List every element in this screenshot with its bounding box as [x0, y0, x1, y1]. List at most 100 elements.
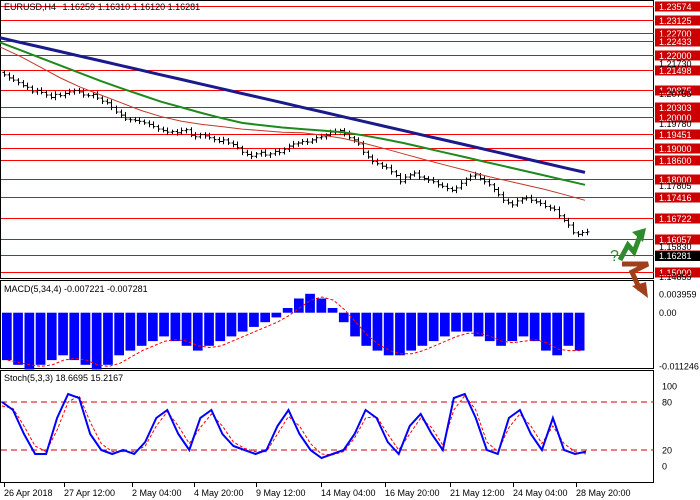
macd-bar: [192, 312, 203, 351]
price-axis-label: 1.21730: [659, 59, 692, 69]
price-tag: [655, 36, 700, 47]
macd-bar: [294, 298, 304, 313]
macd-axis-label: 0.003959: [659, 290, 697, 300]
time-label: 24 May 04:00: [513, 488, 568, 498]
macd-bar: [58, 312, 68, 356]
macd-bar: [552, 312, 562, 356]
price-tag: [655, 1, 700, 12]
price-tag-label: 1.16722: [659, 214, 692, 224]
arrow-up-head-icon: [632, 228, 646, 242]
time-axis: 26 Apr 2018 27 Apr 12:00 2 May 04:00 4 May …: [4, 483, 631, 498]
price-bars: [2, 70, 590, 238]
macd-bar: [383, 312, 394, 356]
time-label: 28 May 20:00: [576, 488, 631, 498]
price-tag-label: 1.16057: [659, 235, 692, 245]
price-tag: [655, 50, 700, 61]
macd-bar: [91, 312, 102, 370]
price-tag-label: 1.22700: [659, 29, 692, 39]
macd-bar: [484, 312, 495, 342]
macd-bar: [496, 312, 506, 346]
price-tag-label: 1.20303: [659, 103, 692, 113]
macd-bar: [440, 312, 450, 337]
price-tag: [655, 143, 700, 154]
macd-bar: [350, 312, 360, 337]
macd-bar: [103, 312, 113, 365]
price-tag: [655, 15, 700, 26]
time-label: 21 May 12:00: [450, 488, 505, 498]
price-axis-label: 1.19780: [659, 119, 692, 129]
macd-bar: [159, 312, 169, 337]
macd-bar: [80, 312, 91, 365]
price-tag-label: 1.18000: [659, 175, 692, 185]
macd-bar: [541, 312, 551, 351]
macd-bar: [170, 312, 181, 342]
macd-bar: [473, 312, 484, 337]
price-tag: [655, 28, 700, 39]
macd-bar: [260, 312, 270, 323]
stoch-panel-frame: [0, 370, 654, 483]
time-label: 14 May 04:00: [321, 488, 376, 498]
price-tag-label: 1.20875: [659, 86, 692, 96]
price-tag: [655, 129, 700, 140]
macd-bar: [338, 312, 349, 323]
time-label: 4 May 20:00: [194, 488, 244, 498]
macd-bar: [181, 312, 192, 346]
macd-bar: [114, 312, 124, 356]
stoch-axis-label: 100: [662, 382, 677, 392]
macd-bar: [24, 312, 35, 370]
time-label: 26 Apr 2018: [4, 488, 53, 498]
macd-bar: [428, 312, 439, 342]
macd-bar: [249, 312, 259, 327]
macd-bar: [125, 312, 136, 351]
macd-bar: [327, 308, 338, 313]
macd-bar: [136, 312, 147, 346]
macd-bar: [305, 293, 315, 313]
arrow-up-icon: [617, 235, 643, 262]
macd-bar: [529, 312, 540, 342]
macd-bar: [574, 312, 585, 351]
price-tag-label: 1.23574: [659, 2, 692, 12]
macd-label: MACD(5,34,4) -0.007221 -0.007281: [4, 284, 148, 294]
macd-bar: [237, 312, 248, 332]
macd-bar: [204, 312, 214, 346]
moving-averages: [0, 36, 586, 201]
arrow-down-head-icon: [632, 282, 648, 298]
macd-bar: [226, 312, 237, 337]
macd-bar: [46, 312, 57, 361]
price-axis-label: 1.14855: [659, 272, 692, 282]
price-tag-label: 1.19000: [659, 144, 692, 154]
moving-average-line: [0, 41, 586, 186]
price-axis-label: 1.15830: [659, 242, 692, 252]
macd-bar: [2, 312, 12, 361]
chart-title: EURUSD,H4 1.16259 1.16310 1.16120 1.1628…: [4, 2, 200, 12]
price-tag: [655, 234, 700, 245]
price-axis-label: 1.17805: [659, 181, 692, 191]
macd-bar: [282, 308, 293, 313]
stoch-axis-label: 20: [662, 446, 672, 456]
price-tag: [655, 65, 700, 76]
price-tag: [655, 112, 700, 123]
current-price-tag: 1.16281: [655, 251, 700, 261]
price-tag-label: 1.23125: [659, 16, 692, 26]
macd-bar: [395, 312, 405, 356]
macd-axis-label: -0.011246: [659, 362, 699, 372]
time-label: 9 May 12:00: [256, 488, 306, 498]
price-tag-label: 1.21498: [659, 66, 692, 76]
price-tag: [655, 85, 700, 96]
time-label: 27 Apr 12:00: [64, 488, 115, 498]
macd-axis: 0.003959 0.00 -0.011246: [659, 290, 699, 372]
price-tag: [655, 102, 700, 113]
macd-bar: [372, 312, 383, 351]
stoch-axis: 100 80 20 0: [662, 382, 677, 472]
price-tag-label: 1.19451: [659, 130, 692, 140]
arrow-down-icon: [622, 261, 650, 292]
moving-average-line: [0, 36, 586, 174]
macd-bar: [462, 312, 473, 332]
macd-bar: [417, 312, 428, 346]
price-tag-label: 1.22000: [659, 51, 692, 61]
ohlc-values: 1.16259 1.16310 1.16120 1.16281: [63, 2, 201, 12]
price-tag-label: 1.15000: [659, 268, 692, 278]
time-label: 2 May 04:00: [132, 488, 182, 498]
macd-bar: [148, 312, 158, 342]
